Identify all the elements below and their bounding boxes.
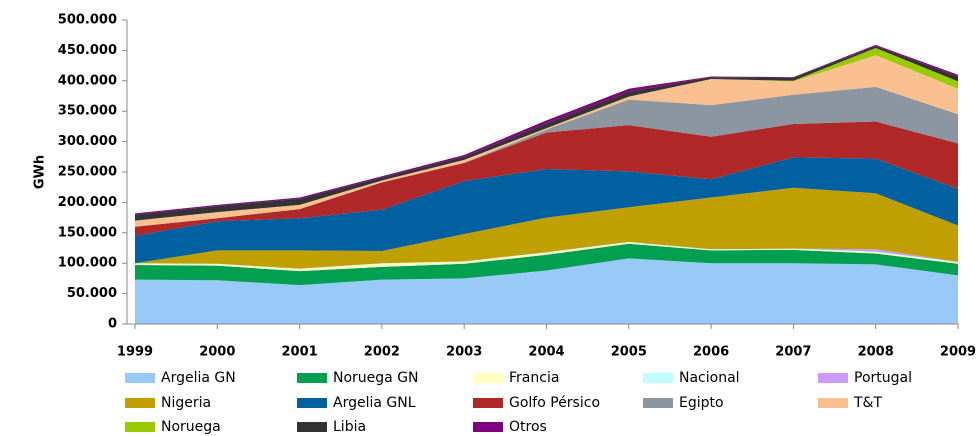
legend-label: Francia (509, 370, 559, 386)
y-tick-label: 450.000 (58, 43, 117, 58)
y-tick-label: 50.000 (67, 286, 117, 301)
legend-swatch (473, 422, 503, 432)
area (135, 157, 958, 264)
x-tick-label: 2006 (693, 345, 729, 360)
y-tick-label: 100.000 (58, 256, 117, 271)
x-tick-label: 2000 (199, 345, 235, 360)
y-tick-label: 500.000 (58, 13, 117, 28)
legend-label: T&T (853, 395, 882, 411)
area (135, 243, 958, 286)
y-tick-label: 0 (108, 317, 117, 332)
legend-swatch (297, 422, 327, 432)
legend-swatch (473, 398, 503, 408)
legend-label: Otros (509, 419, 547, 435)
legend-label: Noruega GN (333, 370, 419, 386)
legend-label: Golfo Pérsico (509, 395, 600, 411)
legend-label: Noruega (161, 419, 221, 435)
y-axis-label: GWh (33, 155, 48, 189)
y-tick-label: 350.000 (58, 104, 117, 119)
legend-label: Argelia GNL (333, 395, 416, 411)
x-tick-label: 2005 (611, 345, 647, 360)
legend-label: Nigeria (161, 395, 211, 411)
x-tick-label: 2009 (940, 345, 976, 360)
x-tick-label: 2002 (364, 345, 400, 360)
y-tick-label: 400.000 (58, 73, 117, 88)
x-tick-label: 1999 (117, 345, 153, 360)
x-tick-label: 2004 (528, 345, 564, 360)
x-tick-label: 2001 (282, 345, 318, 360)
legend-label: Nacional (679, 370, 740, 386)
legend-swatch (297, 398, 327, 408)
area (135, 55, 958, 227)
legend-swatch (297, 373, 327, 383)
legend-swatch (818, 373, 848, 383)
y-tick-label: 200.000 (58, 195, 117, 210)
legend-swatch (125, 373, 155, 383)
legend: Argelia GN Noruega GN Francia Nacional Portu… (125, 370, 912, 435)
legend-label: Libia (333, 419, 366, 435)
legend-swatch (125, 398, 155, 408)
area (135, 121, 958, 236)
x-tick-label: 2003 (446, 345, 482, 360)
legend-swatch (818, 398, 848, 408)
legend-label: Argelia GN (161, 370, 236, 386)
x-tick-label: 2007 (775, 345, 811, 360)
legend-swatch (643, 398, 673, 408)
area (135, 242, 958, 272)
y-tick-label: 300.000 (58, 134, 117, 149)
y-tick-label: 150.000 (58, 225, 117, 240)
area (135, 86, 958, 227)
legend-swatch (643, 373, 673, 383)
legend-label: Egipto (679, 395, 724, 411)
area (135, 258, 958, 324)
legend-swatch (473, 373, 503, 383)
area (135, 187, 958, 269)
x-tick-label: 2008 (858, 345, 894, 360)
legend-label: Portugal (854, 370, 912, 386)
legend-swatch (125, 422, 155, 432)
y-tick-label: 250.000 (58, 165, 117, 180)
